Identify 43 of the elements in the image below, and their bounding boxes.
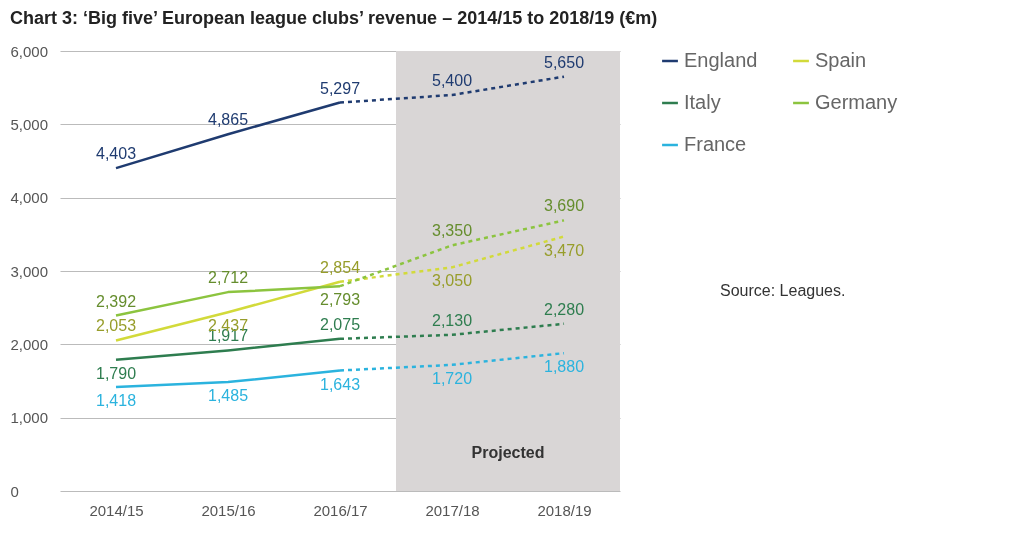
data-label: 1,880 bbox=[543, 358, 585, 376]
data-label: 1,643 bbox=[319, 375, 361, 393]
y-tick-label: 0 bbox=[10, 482, 19, 500]
legend-label: France bbox=[684, 133, 747, 155]
band-label: Projected bbox=[471, 444, 545, 461]
x-tick-label: 2014/15 bbox=[89, 501, 144, 519]
legend-label: England bbox=[684, 49, 758, 71]
data-label: 2,280 bbox=[543, 300, 585, 318]
x-tick-label: 2016/17 bbox=[313, 501, 368, 519]
data-label: 5,297 bbox=[319, 79, 361, 97]
y-tick-label: 2,000 bbox=[10, 335, 49, 353]
data-label: 1,720 bbox=[431, 369, 473, 387]
data-label: 1,790 bbox=[95, 364, 137, 382]
data-label: 2,075 bbox=[319, 315, 361, 333]
data-label: 2,053 bbox=[95, 317, 137, 335]
legend-label: Italy bbox=[684, 91, 721, 113]
y-tick-label: 6,000 bbox=[10, 42, 49, 60]
data-label: 5,650 bbox=[543, 53, 585, 71]
data-label: 3,350 bbox=[431, 222, 473, 240]
source-note: Source: Leagues. bbox=[720, 282, 846, 300]
data-label: 4,403 bbox=[95, 145, 137, 163]
data-label: 2,392 bbox=[95, 292, 137, 310]
x-tick-label: 2017/18 bbox=[425, 501, 480, 519]
legend-label: Germany bbox=[815, 91, 898, 113]
y-tick-label: 4,000 bbox=[10, 189, 49, 207]
chart-title: Chart 3: ‘Big five’ European league clubs’ revenue – 2014/15 to 2018/19 (€m) bbox=[10, 8, 658, 28]
data-label: 1,485 bbox=[207, 387, 249, 405]
y-tick-label: 1,000 bbox=[10, 409, 49, 427]
data-label: 3,690 bbox=[543, 197, 585, 215]
data-label: 2,712 bbox=[207, 269, 249, 287]
legend-label: Spain bbox=[815, 49, 867, 71]
data-label: 3,470 bbox=[543, 241, 585, 259]
data-label: 2,854 bbox=[319, 258, 361, 276]
x-tick-label: 2015/16 bbox=[201, 501, 256, 519]
data-label: 4,865 bbox=[207, 111, 249, 129]
x-tick-label: 2018/19 bbox=[537, 501, 592, 519]
data-label: 2,793 bbox=[319, 291, 361, 309]
data-label: 1,418 bbox=[95, 392, 137, 410]
y-tick-label: 3,000 bbox=[10, 262, 49, 280]
data-label: 3,050 bbox=[431, 272, 473, 290]
y-tick-label: 5,000 bbox=[10, 115, 49, 133]
data-label: 5,400 bbox=[431, 72, 473, 89]
data-label: 2,130 bbox=[431, 311, 473, 329]
